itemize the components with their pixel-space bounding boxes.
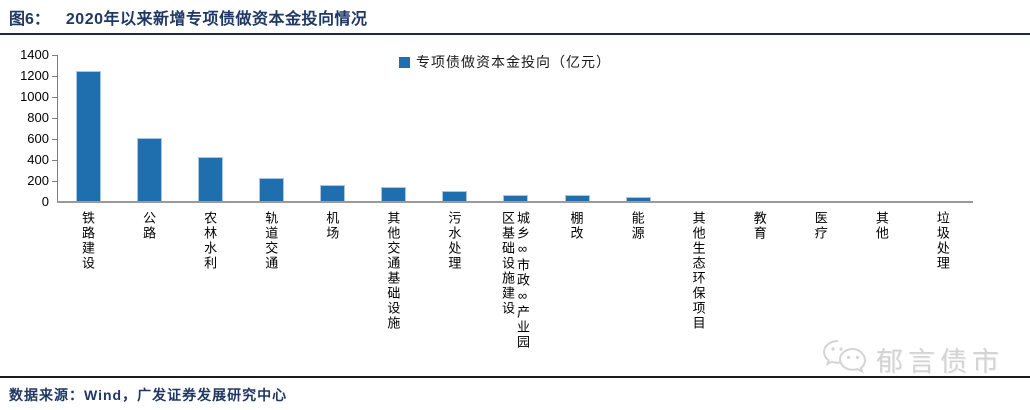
x-label-column: 垃圾处理	[912, 211, 973, 369]
legend-label: 专项债做资本金投向（亿元）	[416, 54, 611, 70]
y-tick-label: 0	[41, 194, 49, 209]
x-category-label: 机场	[324, 211, 340, 241]
bar-column	[608, 55, 669, 202]
x-category-label: 其他	[873, 211, 889, 241]
y-tick-label: 400	[27, 152, 49, 167]
x-category-label: 能源	[629, 211, 645, 241]
bar-column	[241, 55, 302, 202]
x-label-column: 污水处理	[423, 211, 484, 369]
wechat-chat-bubbles-icon	[822, 338, 868, 381]
bar-城乡∞市政∞产业园区基础设施建设	[503, 194, 529, 202]
y-tick-mark	[52, 139, 57, 140]
y-tick-mark	[52, 97, 57, 98]
y-tick-label: 1400	[20, 47, 49, 62]
y-tick-label: 1200	[20, 68, 49, 83]
x-label-column: 公路	[118, 211, 179, 369]
figure-title: 2020年以来新增专项债做资本金投向情况	[65, 10, 368, 28]
x-label-column: 棚改	[546, 211, 607, 369]
y-tick-mark	[52, 118, 57, 119]
footer: 数据来源：Wind，广发证券发展研究中心	[0, 376, 1030, 410]
x-label-column: 其他	[851, 211, 912, 369]
figure-header: 图6： 2020年以来新增专项债做资本金投向情况	[0, 0, 1030, 35]
x-category-label: 教育	[751, 211, 767, 241]
x-category-label: 垃圾处理	[934, 211, 950, 271]
bar-column	[547, 55, 608, 202]
y-tick-label: 600	[27, 131, 49, 146]
chart-legend: 专项债做资本金投向（亿元）	[399, 52, 611, 72]
x-label-column: 其他交通基础设施	[362, 211, 423, 369]
y-tick-label: 1000	[20, 89, 49, 104]
bar-公路	[137, 138, 163, 202]
y-tick-mark	[52, 76, 57, 77]
data-source-text: 数据来源：Wind，广发证券发展研究中心	[9, 387, 288, 403]
bar-铁路建设	[76, 70, 102, 202]
bar-column	[730, 55, 791, 202]
x-category-label: 公路	[141, 211, 157, 241]
plot-area	[57, 55, 974, 202]
y-tick-label: 800	[27, 110, 49, 125]
bar-column	[363, 55, 424, 202]
y-tick-mark	[52, 55, 57, 56]
bar-column	[852, 55, 913, 202]
bar-column	[424, 55, 485, 202]
bar-机场	[320, 185, 346, 202]
x-category-label: 棚改	[568, 211, 584, 241]
x-label-column: 能源	[607, 211, 668, 369]
y-tick-mark	[52, 160, 57, 161]
x-category-label: 城乡∞市政∞产业园区基础设施建设	[499, 211, 530, 350]
x-label-column: 机场	[301, 211, 362, 369]
bar-column	[485, 55, 546, 202]
watermark-text: 郁言债市	[876, 347, 1004, 377]
x-label-column: 教育	[729, 211, 790, 369]
y-tick-label: 200	[27, 173, 49, 188]
x-label-column: 轨道交通	[240, 211, 301, 369]
y-tick-mark	[52, 181, 57, 182]
bar-column	[180, 55, 241, 202]
x-category-label: 农林水利	[202, 211, 218, 271]
bar-column	[791, 55, 852, 202]
bar-农林水利	[198, 156, 224, 202]
bar-column	[913, 55, 974, 202]
x-category-label: 污水处理	[446, 211, 462, 271]
x-category-label: 铁路建设	[80, 211, 96, 271]
bar-能源	[625, 197, 651, 202]
legend-swatch-icon	[399, 56, 410, 68]
x-label-column: 医疗	[790, 211, 851, 369]
x-label-column: 农林水利	[179, 211, 240, 369]
bar-污水处理	[442, 190, 468, 202]
bar-棚改	[564, 195, 590, 202]
watermark: 郁言债市	[822, 338, 1004, 381]
x-category-label: 其他生态环保项目	[690, 211, 706, 331]
x-label-column: 铁路建设	[57, 211, 118, 369]
bar-chart: 专项债做资本金投向（亿元） 0 200 400 600 800 1000 1200 1400 …	[0, 35, 1030, 370]
x-label-column: 其他生态环保项目	[668, 211, 729, 369]
bar-column	[58, 55, 119, 202]
figure-number: 图6：	[9, 10, 50, 28]
x-category-label: 医疗	[812, 211, 828, 241]
bar-轨道交通	[259, 178, 285, 202]
x-axis-line	[57, 201, 973, 203]
bar-column	[302, 55, 363, 202]
bar-其他交通基础设施	[381, 187, 407, 202]
x-label-column: 城乡∞市政∞产业园区基础设施建设	[484, 211, 545, 369]
x-axis-labels: 铁路建设 公路 农林水利 轨道交通 机场 其他交通基础设施 污水处理 城乡∞市政∞产业园区基础…	[57, 211, 973, 369]
x-category-label: 轨道交通	[263, 211, 279, 271]
x-category-label: 其他交通基础设施	[385, 211, 401, 331]
bar-column	[119, 55, 180, 202]
bar-column	[669, 55, 730, 202]
